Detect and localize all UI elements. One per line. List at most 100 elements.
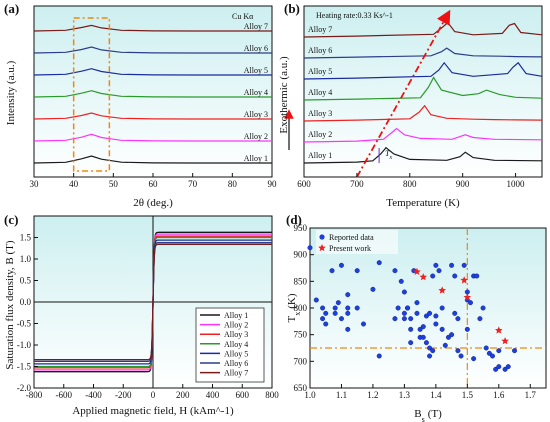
reported-point	[332, 310, 338, 316]
y-c-tick-label: 0.5	[20, 276, 32, 286]
reported-point	[345, 310, 351, 316]
reported-point	[323, 310, 329, 316]
reported-point	[370, 286, 376, 292]
reported-point	[354, 268, 360, 274]
y-c-tick-label: 1.0	[20, 254, 32, 264]
reported-point	[376, 260, 382, 266]
reported-point	[338, 262, 344, 268]
x-a-tick-label: 40	[69, 179, 79, 189]
reported-point	[427, 310, 433, 316]
legend-swatch-reported	[319, 234, 325, 240]
y-d-tick-label: 750	[294, 330, 308, 340]
dsc-curve-7	[303, 21, 543, 38]
x-a-tick-label: 70	[188, 179, 198, 189]
reported-point	[408, 340, 414, 346]
legend-label-c-7: Alloy 7	[224, 369, 248, 378]
legend-label-b-7: Alloy 7	[308, 25, 332, 34]
x-c-tick-label: 200	[176, 390, 190, 400]
y-c-tick-label: -1.0	[17, 340, 32, 350]
cu-ka-label: Cu Kα	[232, 12, 254, 21]
plot-area-b	[303, 5, 543, 178]
reported-point	[439, 305, 445, 311]
reported-point	[471, 356, 477, 362]
x-axis-label-d-unit: (T)	[428, 408, 442, 420]
reported-point	[420, 324, 426, 330]
x-c-tick-label: -200	[115, 390, 132, 400]
y-c-tick-label: -0.5	[17, 319, 32, 329]
legend-label-a-3: Alloy 3	[244, 110, 268, 119]
y-axis-label-d-main: T	[286, 316, 298, 323]
legend-label-c-3: Alloy 3	[224, 330, 248, 339]
x-d-tick-label: 1.1	[336, 390, 347, 400]
x-a-tick-label: 60	[149, 179, 159, 189]
legend-label-c-1: Alloy 1	[224, 311, 248, 320]
panel-d: (d) Reported data Present work 1.0 1.1 1.2 1.…	[286, 212, 547, 422]
reported-point	[474, 273, 480, 279]
panel-d-marks: Reported data Present work 1.0 1.1 1.2 1.3 1.4…	[294, 223, 546, 400]
x-d-tick-label: 1.0	[304, 390, 316, 400]
present-work-star	[419, 273, 428, 281]
y-axis-label-d: Tx (K)	[286, 293, 302, 322]
legend-swatch-present	[318, 244, 326, 252]
present-work-star	[438, 286, 446, 294]
legend-label-b-3: Alloy 3	[308, 109, 332, 118]
present-work-star	[413, 267, 421, 275]
x-c-tick-label: -400	[85, 390, 102, 400]
y-axis-label-d-sub: x	[293, 312, 302, 316]
y-c-tick-label: -2.0	[17, 383, 32, 393]
reported-point	[408, 326, 414, 332]
reported-point	[490, 353, 496, 359]
reported-point	[401, 316, 407, 322]
panel-b-marks: Alloy 1 Alloy 2 Alloy 3 Alloy 4 Alloy 5 Alloy…	[284, 9, 543, 189]
reported-point	[486, 350, 492, 356]
y-axis-label-d-unit: (K)	[286, 293, 298, 309]
reported-point	[395, 305, 401, 311]
highlight-box-a	[72, 17, 111, 172]
reported-point	[423, 340, 429, 346]
reported-point	[414, 300, 420, 306]
y-d-tick-label: 650	[294, 383, 308, 393]
x-axis-label-b: Temperature (K)	[386, 197, 460, 209]
dsc-curve-6	[303, 47, 543, 59]
reported-point	[439, 326, 445, 332]
reported-point	[467, 300, 473, 306]
reported-point	[427, 353, 433, 359]
legend-label-a-7: Alloy 7	[244, 22, 268, 31]
x-c-tick-label: -600	[56, 390, 73, 400]
xrd-curve-6	[33, 46, 272, 54]
y-d-tick-label: 950	[294, 223, 308, 233]
x-d-tick-label: 1.3	[399, 390, 411, 400]
x-d-tick-label: 1.2	[367, 390, 378, 400]
x-a-tick-label: 80	[228, 179, 238, 189]
reported-point	[496, 364, 502, 370]
reported-point	[401, 310, 407, 316]
x-axis-label-d-sub: s	[422, 415, 425, 422]
panel-letter-a: (a)	[4, 1, 19, 16]
present-work-star	[495, 326, 503, 334]
x-b-tick-label: 800	[403, 179, 417, 189]
x-c-tick-label: 600	[236, 390, 250, 400]
xrd-curve-3	[33, 112, 272, 120]
y-d-tick-label: 850	[294, 276, 308, 286]
reported-point	[449, 332, 455, 338]
legend-label-c-5: Alloy 5	[224, 349, 248, 358]
reported-point	[452, 310, 458, 316]
reported-point	[445, 334, 451, 340]
legend-label-a-6: Alloy 6	[244, 44, 268, 53]
dsc-curve-1	[303, 146, 543, 164]
legend-label-present: Present work	[329, 244, 371, 253]
y-axis-label-a: Intensity (a.u.)	[5, 60, 17, 125]
panel-letter-b: (b)	[284, 1, 300, 16]
reported-point	[430, 348, 436, 354]
y-d-tick-label: 700	[294, 356, 308, 366]
y-d-tick-label: 800	[294, 303, 308, 313]
reported-point	[398, 278, 404, 284]
reported-point	[433, 262, 439, 268]
dsc-curve-5	[303, 61, 543, 80]
reported-point	[360, 321, 366, 327]
reported-point	[458, 353, 464, 359]
legend-box-d	[316, 230, 398, 254]
